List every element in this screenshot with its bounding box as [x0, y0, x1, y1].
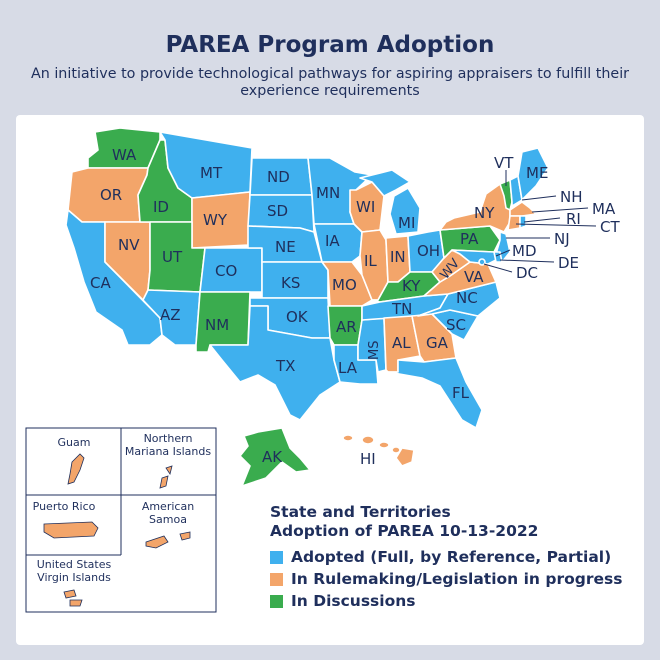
- territory-vi[interactable]: [63, 589, 83, 607]
- label-OH: OH: [417, 242, 440, 260]
- label-CO: CO: [215, 262, 237, 280]
- state-CT[interactable]: [507, 215, 521, 231]
- state-HI[interactable]: [342, 434, 415, 467]
- label-TX: TX: [275, 357, 295, 375]
- label-pr: Puerto Rico: [33, 500, 96, 513]
- state-DC[interactable]: [478, 258, 486, 266]
- label-NE: NE: [275, 238, 296, 256]
- label-DE: DE: [558, 254, 579, 272]
- label-MA: MA: [592, 200, 616, 218]
- label-as-1: American: [142, 500, 194, 513]
- label-as-2: Samoa: [149, 513, 187, 526]
- legend-swatch-discussions: [270, 594, 283, 608]
- state-FL[interactable]: [387, 357, 483, 429]
- label-MS: MS: [367, 341, 382, 360]
- label-CT: CT: [600, 218, 620, 236]
- territory-guam[interactable]: [67, 453, 85, 485]
- legend-swatch-adopted: [270, 550, 283, 564]
- label-NC: NC: [456, 289, 478, 307]
- label-ID: ID: [153, 198, 169, 216]
- label-WA: WA: [112, 146, 137, 164]
- label-WY: WY: [203, 211, 228, 229]
- legend-title-line2: Adoption of PAREA 10-13-2022: [270, 522, 539, 540]
- callout-lines: [483, 170, 597, 273]
- label-AR: AR: [336, 318, 357, 336]
- label-VA: VA: [464, 268, 484, 286]
- page-title: PAREA Program Adoption: [165, 32, 495, 58]
- label-AK: AK: [262, 448, 283, 466]
- label-DC: DC: [516, 264, 538, 282]
- label-vi-1: United States: [37, 558, 112, 571]
- label-CA: CA: [90, 274, 111, 292]
- label-FL: FL: [452, 384, 470, 402]
- label-ME: ME: [526, 164, 548, 182]
- label-cnmi-1: Northern: [144, 432, 193, 445]
- state-MO[interactable]: [321, 261, 373, 307]
- label-SD: SD: [267, 202, 288, 220]
- state-MI[interactable]: [359, 169, 421, 235]
- label-IA: IA: [325, 232, 340, 250]
- territory-pr[interactable]: [43, 521, 99, 539]
- label-UT: UT: [162, 248, 183, 266]
- state-NC[interactable]: [417, 281, 501, 317]
- label-VT: VT: [494, 154, 514, 172]
- label-MD: MD: [512, 242, 537, 260]
- label-KS: KS: [281, 274, 300, 292]
- label-guam: Guam: [58, 436, 91, 449]
- label-WI: WI: [356, 198, 375, 216]
- legend-item-adopted: Adopted (Full, by Reference, Partial): [270, 546, 622, 568]
- legend-label-adopted: Adopted (Full, by Reference, Partial): [291, 548, 612, 566]
- label-NM: NM: [205, 316, 229, 334]
- label-AL: AL: [392, 334, 411, 352]
- legend: Adopted (Full, by Reference, Partial) In…: [270, 546, 622, 612]
- legend-item-discussions: In Discussions: [270, 590, 622, 612]
- label-IN: IN: [390, 248, 406, 266]
- label-LA: LA: [338, 359, 358, 377]
- label-NJ: NJ: [554, 230, 570, 248]
- label-IL: IL: [364, 252, 377, 270]
- legend-label-rulemaking: In Rulemaking/Legislation in progress: [291, 570, 623, 588]
- label-NH: NH: [560, 188, 583, 206]
- page-subtitle: An initiative to provide technological p…: [30, 66, 630, 99]
- label-OR: OR: [100, 186, 122, 204]
- label-GA: GA: [426, 334, 449, 352]
- state-MT[interactable]: [159, 131, 253, 199]
- state-AK[interactable]: [239, 427, 311, 487]
- legend-swatch-rulemaking: [270, 572, 283, 586]
- legend-title: State and Territories Adoption of PAREA …: [270, 503, 538, 541]
- legend-title-line1: State and Territories: [270, 503, 451, 521]
- label-ND: ND: [267, 168, 290, 186]
- label-KY: KY: [402, 277, 421, 295]
- legend-item-rulemaking: In Rulemaking/Legislation in progress: [270, 568, 622, 590]
- label-NV: NV: [118, 236, 140, 254]
- label-AZ: AZ: [160, 306, 181, 324]
- label-MI: MI: [398, 214, 415, 232]
- label-HI: HI: [360, 450, 376, 468]
- label-cnmi-2: Mariana Islands: [125, 445, 211, 458]
- label-MO: MO: [332, 276, 357, 294]
- territory-cnmi[interactable]: [159, 465, 173, 489]
- label-MT: MT: [200, 164, 223, 182]
- state-TX[interactable]: [209, 305, 341, 421]
- territory-insets: Guam Northern Mariana Islands Puerto Ric…: [25, 427, 217, 613]
- label-OK: OK: [286, 308, 309, 326]
- label-TN: TN: [391, 300, 412, 318]
- label-PA: PA: [460, 230, 479, 248]
- label-RI: RI: [566, 210, 581, 228]
- label-NY: NY: [474, 204, 495, 222]
- legend-label-discussions: In Discussions: [291, 592, 416, 610]
- territory-as[interactable]: [145, 531, 191, 549]
- label-SC: SC: [446, 316, 466, 334]
- label-vi-2: Virgin Islands: [37, 571, 111, 584]
- label-MN: MN: [316, 184, 340, 202]
